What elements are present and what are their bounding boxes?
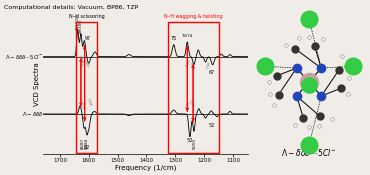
X-axis label: Frequency (1/cm): Frequency (1/cm) bbox=[115, 164, 176, 171]
Text: 0.86: 0.86 bbox=[188, 99, 195, 108]
Text: 101/102: 101/102 bbox=[76, 14, 80, 30]
Text: 0.65: 0.65 bbox=[82, 100, 88, 110]
Text: Computational details: Vacuum, BP86, TZP: Computational details: Vacuum, BP86, TZP bbox=[4, 5, 138, 10]
Text: 75: 75 bbox=[171, 36, 177, 41]
Bar bbox=[168, 22, 219, 153]
Text: 52: 52 bbox=[208, 123, 214, 128]
Text: 82: 82 bbox=[83, 145, 90, 150]
Text: $\mathit{\Lambda}-\mathit{\delta\delta\delta}{\cdots}5Cl^{-}$: $\mathit{\Lambda}-\mathit{\delta\delta\d… bbox=[5, 53, 44, 61]
Text: 86/87: 86/87 bbox=[81, 138, 85, 149]
Text: 0.66: 0.66 bbox=[85, 98, 92, 107]
Text: 0.62: 0.62 bbox=[77, 55, 84, 64]
Text: 50: 50 bbox=[187, 138, 193, 143]
Y-axis label: VCD Spectra: VCD Spectra bbox=[34, 62, 40, 106]
Text: 0.66: 0.66 bbox=[83, 59, 90, 68]
Text: 0.65: 0.65 bbox=[80, 59, 87, 68]
Text: 99/100: 99/100 bbox=[79, 19, 83, 33]
Text: 67: 67 bbox=[208, 70, 214, 75]
Text: $\mathit{\Lambda}-\mathit{\delta\delta\delta}$: $\mathit{\Lambda}-\mathit{\delta\delta\d… bbox=[22, 110, 44, 118]
Text: 56/59: 56/59 bbox=[192, 138, 196, 149]
Text: $\Lambda - \delta\delta\delta\cdots 5Cl^{-}$: $\Lambda - \delta\delta\delta\cdots 5Cl^… bbox=[281, 147, 337, 158]
Text: 0.65: 0.65 bbox=[185, 100, 192, 110]
Bar bbox=[76, 22, 97, 153]
Text: 83/84: 83/84 bbox=[84, 138, 88, 149]
Text: 0.66: 0.66 bbox=[206, 60, 212, 70]
Text: 0.65: 0.65 bbox=[185, 58, 192, 67]
Text: N–H scissoring: N–H scissoring bbox=[69, 14, 104, 19]
Text: N–H wagging & twisting: N–H wagging & twisting bbox=[164, 14, 223, 19]
Text: 97: 97 bbox=[84, 36, 91, 41]
Text: 73/74: 73/74 bbox=[182, 34, 193, 38]
Text: 0.86: 0.86 bbox=[188, 61, 195, 71]
